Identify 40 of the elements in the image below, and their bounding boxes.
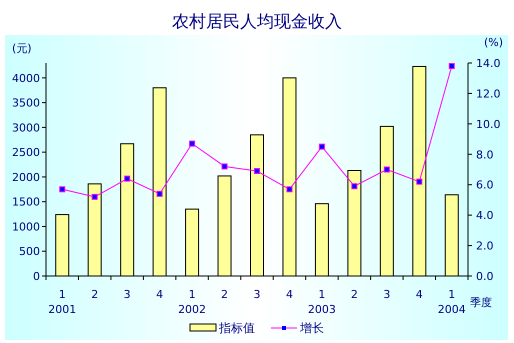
ytick: 2000 xyxy=(12,170,40,184)
xtick: 3 xyxy=(124,288,131,301)
xtick: 1 xyxy=(58,288,66,301)
ytick: 3500 xyxy=(12,96,40,110)
xtick: 1 xyxy=(188,288,196,301)
ytick: 3000 xyxy=(12,121,40,134)
annotation: 2003 xyxy=(308,303,336,316)
legend-label: 指标值 xyxy=(219,321,255,335)
xtick: 1 xyxy=(448,288,456,301)
ytick: 2500 xyxy=(12,146,40,160)
xlabel: 季度 xyxy=(470,296,492,309)
y2tick: 6.0 xyxy=(476,178,494,192)
xtick: 2 xyxy=(221,288,228,301)
ytick: 1500 xyxy=(12,196,40,209)
y2tick: 10.0 xyxy=(476,118,500,131)
y2tick: 12.0 xyxy=(476,87,500,100)
xtick: 2 xyxy=(350,288,358,301)
xtick: 2 xyxy=(91,288,98,301)
annotation: 2002 xyxy=(178,303,206,316)
y2label: (%) xyxy=(484,36,504,49)
y2tick: 14.0 xyxy=(476,57,500,70)
ytick: 500 xyxy=(19,245,40,258)
legend-label: 增长 xyxy=(300,321,324,335)
title: 农村居民人均现金收入 xyxy=(172,12,342,32)
xtick: 4 xyxy=(286,288,293,301)
ylabel: (元) xyxy=(12,42,32,55)
annotation: 2004 xyxy=(438,303,466,316)
xtick: 3 xyxy=(254,288,260,301)
annotation: 2001 xyxy=(48,303,76,316)
ytick: 1000 xyxy=(12,220,40,234)
y2tick: 4.0 xyxy=(476,209,494,222)
xtick: 1 xyxy=(318,288,326,301)
ytick: 4000 xyxy=(12,72,40,85)
y2tick: 0.0 xyxy=(476,270,494,283)
y2tick: 2.0 xyxy=(476,240,494,253)
ytick: 0 xyxy=(33,270,40,283)
xtick: 4 xyxy=(156,288,164,301)
y2tick: 8.0 xyxy=(476,148,494,162)
xtick: 4 xyxy=(416,288,423,301)
xtick: 3 xyxy=(383,288,390,301)
